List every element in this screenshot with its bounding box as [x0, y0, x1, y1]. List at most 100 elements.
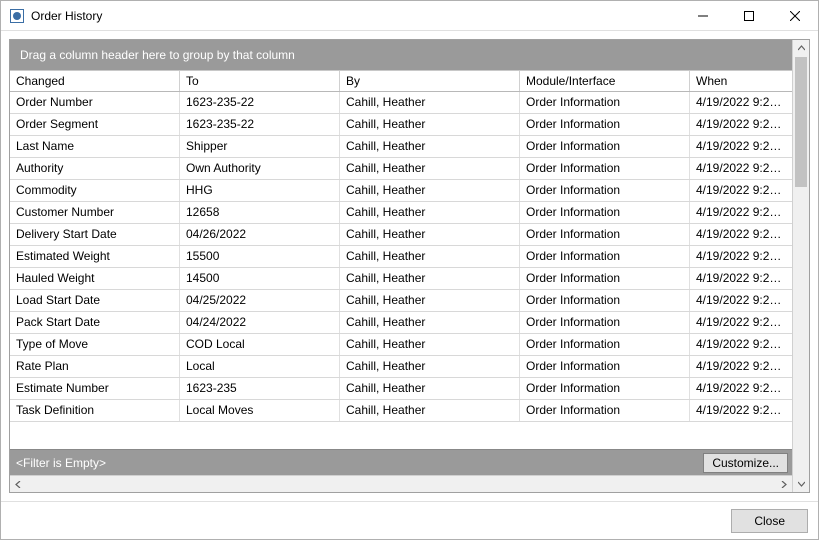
- column-header-to[interactable]: To: [180, 71, 340, 91]
- vscroll-thumb[interactable]: [795, 57, 807, 187]
- table-row[interactable]: Order Number1623-235-22Cahill, HeatherOr…: [10, 92, 792, 114]
- table-row[interactable]: Last NameShipperCahill, HeatherOrder Inf…: [10, 136, 792, 158]
- table-cell: 4/19/2022 9:20:15 AM: [690, 246, 792, 267]
- table-cell: Local: [180, 356, 340, 377]
- table-cell: Order Information: [520, 356, 690, 377]
- hscroll-track[interactable]: [27, 476, 775, 493]
- table-cell: 4/19/2022 9:20:15 AM: [690, 92, 792, 113]
- table-cell: Estimated Weight: [10, 246, 180, 267]
- column-header-changed[interactable]: Changed: [10, 71, 180, 91]
- table-cell: Delivery Start Date: [10, 224, 180, 245]
- group-panel-text: Drag a column header here to group by th…: [20, 48, 295, 62]
- vscroll-track[interactable]: [793, 57, 809, 475]
- table-cell: 14500: [180, 268, 340, 289]
- table-cell: Order Information: [520, 268, 690, 289]
- grid-main: Drag a column header here to group by th…: [10, 40, 792, 492]
- table-cell: 4/19/2022 9:20:15 AM: [690, 158, 792, 179]
- table-cell: Type of Move: [10, 334, 180, 355]
- table-cell: Last Name: [10, 136, 180, 157]
- table-cell: Pack Start Date: [10, 312, 180, 333]
- table-cell: Shipper: [180, 136, 340, 157]
- table-row[interactable]: Estimated Weight15500Cahill, HeatherOrde…: [10, 246, 792, 268]
- table-row[interactable]: Delivery Start Date04/26/2022Cahill, Hea…: [10, 224, 792, 246]
- table-cell: Order Number: [10, 92, 180, 113]
- table-cell: Commodity: [10, 180, 180, 201]
- table-cell: Cahill, Heather: [340, 400, 520, 421]
- table-row[interactable]: Estimate Number1623-235Cahill, HeatherOr…: [10, 378, 792, 400]
- table-cell: Hauled Weight: [10, 268, 180, 289]
- table-cell: Cahill, Heather: [340, 92, 520, 113]
- table-cell: Rate Plan: [10, 356, 180, 377]
- scroll-down-arrow-icon[interactable]: [793, 475, 810, 492]
- table-cell: Authority: [10, 158, 180, 179]
- grid-body: Order Number1623-235-22Cahill, HeatherOr…: [10, 92, 792, 433]
- dialog-button-bar: Close: [1, 501, 818, 539]
- table-row[interactable]: AuthorityOwn AuthorityCahill, HeatherOrd…: [10, 158, 792, 180]
- table-cell: 4/19/2022 9:20:15 AM: [690, 290, 792, 311]
- table-cell: 04/26/2022: [180, 224, 340, 245]
- table-cell: COD Local: [180, 334, 340, 355]
- table-row[interactable]: Customer Number12658Cahill, HeatherOrder…: [10, 202, 792, 224]
- table-cell: Order Information: [520, 246, 690, 267]
- table-cell: Order Information: [520, 92, 690, 113]
- table-cell: Order Information: [520, 224, 690, 245]
- table-cell: Cahill, Heather: [340, 158, 520, 179]
- table-cell: Order Information: [520, 290, 690, 311]
- group-by-panel[interactable]: Drag a column header here to group by th…: [10, 40, 792, 70]
- table-cell: Order Information: [520, 158, 690, 179]
- column-header-row: Changed To By Module/Interface When: [10, 70, 792, 92]
- table-row[interactable]: Type of MoveCOD LocalCahill, HeatherOrde…: [10, 334, 792, 356]
- table-row[interactable]: Task DefinitionLocal MovesCahill, Heathe…: [10, 400, 792, 422]
- table-cell: Cahill, Heather: [340, 180, 520, 201]
- table-cell: 1623-235: [180, 378, 340, 399]
- close-button[interactable]: Close: [731, 509, 808, 533]
- filter-bar: <Filter is Empty> Customize...: [10, 449, 792, 475]
- table-cell: 4/19/2022 9:20:15 AM: [690, 400, 792, 421]
- data-grid: Drag a column header here to group by th…: [9, 39, 810, 493]
- table-row[interactable]: Rate PlanLocalCahill, HeatherOrder Infor…: [10, 356, 792, 378]
- table-cell: Cahill, Heather: [340, 268, 520, 289]
- table-row[interactable]: CommodityHHGCahill, HeatherOrder Informa…: [10, 180, 792, 202]
- table-cell: Cahill, Heather: [340, 334, 520, 355]
- table-cell: Order Information: [520, 378, 690, 399]
- table-cell: Order Information: [520, 334, 690, 355]
- table-cell: Order Information: [520, 312, 690, 333]
- scroll-right-arrow-icon[interactable]: [775, 476, 792, 493]
- table-cell: Order Information: [520, 202, 690, 223]
- table-cell: Cahill, Heather: [340, 136, 520, 157]
- scroll-left-arrow-icon[interactable]: [10, 476, 27, 493]
- table-row[interactable]: Order Segment1623-235-22Cahill, HeatherO…: [10, 114, 792, 136]
- table-cell: 4/19/2022 9:20:15 AM: [690, 378, 792, 399]
- table-row[interactable]: Hauled Weight14500Cahill, HeatherOrder I…: [10, 268, 792, 290]
- scroll-up-arrow-icon[interactable]: [793, 40, 810, 57]
- customize-button[interactable]: Customize...: [703, 453, 788, 473]
- horizontal-scrollbar[interactable]: [10, 475, 792, 492]
- table-row[interactable]: Load Start Date04/25/2022Cahill, Heather…: [10, 290, 792, 312]
- titlebar-close-button[interactable]: [772, 1, 818, 31]
- filter-text: <Filter is Empty>: [16, 456, 703, 470]
- table-cell: Estimate Number: [10, 378, 180, 399]
- minimize-button[interactable]: [680, 1, 726, 31]
- table-cell: 4/19/2022 9:20:15 AM: [690, 202, 792, 223]
- table-cell: Cahill, Heather: [340, 312, 520, 333]
- table-row[interactable]: Pack Start Date04/24/2022Cahill, Heather…: [10, 312, 792, 334]
- content-area: Drag a column header here to group by th…: [1, 31, 818, 501]
- column-header-when[interactable]: When: [690, 71, 792, 91]
- table-cell: 4/19/2022 9:20:15 AM: [690, 114, 792, 135]
- table-cell: Order Information: [520, 114, 690, 135]
- table-cell: 4/19/2022 9:20:15 AM: [690, 136, 792, 157]
- titlebar: Order History: [1, 1, 818, 31]
- table-cell: Local Moves: [180, 400, 340, 421]
- column-header-by[interactable]: By: [340, 71, 520, 91]
- maximize-button[interactable]: [726, 1, 772, 31]
- table-cell: Own Authority: [180, 158, 340, 179]
- table-cell: Order Information: [520, 400, 690, 421]
- vertical-scrollbar[interactable]: [792, 40, 809, 492]
- table-cell: 1623-235-22: [180, 92, 340, 113]
- table-cell: Order Information: [520, 136, 690, 157]
- table-cell: Order Information: [520, 180, 690, 201]
- column-header-module[interactable]: Module/Interface: [520, 71, 690, 91]
- table-cell: Cahill, Heather: [340, 114, 520, 135]
- table-cell: 4/19/2022 9:20:15 AM: [690, 224, 792, 245]
- table-cell: Load Start Date: [10, 290, 180, 311]
